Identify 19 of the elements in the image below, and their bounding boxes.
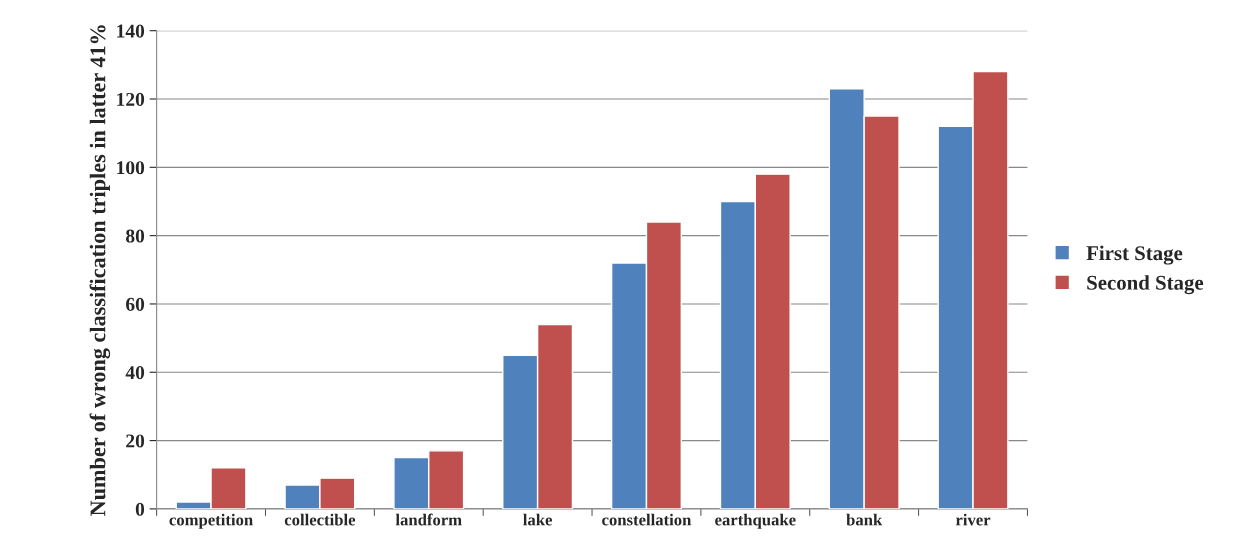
y-tick-label: 80 [126, 229, 145, 243]
x-tick-label: lake [523, 513, 552, 526]
y-axis-title: Number of wrong classification triples in latter 41% [89, 25, 111, 516]
x-tick-label: bank [846, 513, 883, 526]
legend-label: Second Stage [1087, 275, 1204, 295]
x-tick-label: river [955, 513, 991, 526]
x-tick-label: earthquake [715, 513, 796, 529]
y-tick-label: 100 [117, 161, 145, 175]
x-tick-label: competition [169, 513, 253, 529]
legend-label: First Stage [1086, 245, 1183, 265]
y-tick-label: 60 [126, 297, 145, 311]
y-tick-label: 120 [117, 92, 145, 106]
y-tick-label: 20 [126, 434, 145, 448]
y-tick-label: 0 [135, 502, 145, 516]
y-tick-label: 40 [125, 366, 145, 380]
x-tick-label: constellation [602, 513, 692, 526]
x-tick-label: landform [395, 513, 462, 526]
y-tick-label: 140 [117, 24, 145, 38]
x-tick-label: collectible [284, 513, 356, 526]
